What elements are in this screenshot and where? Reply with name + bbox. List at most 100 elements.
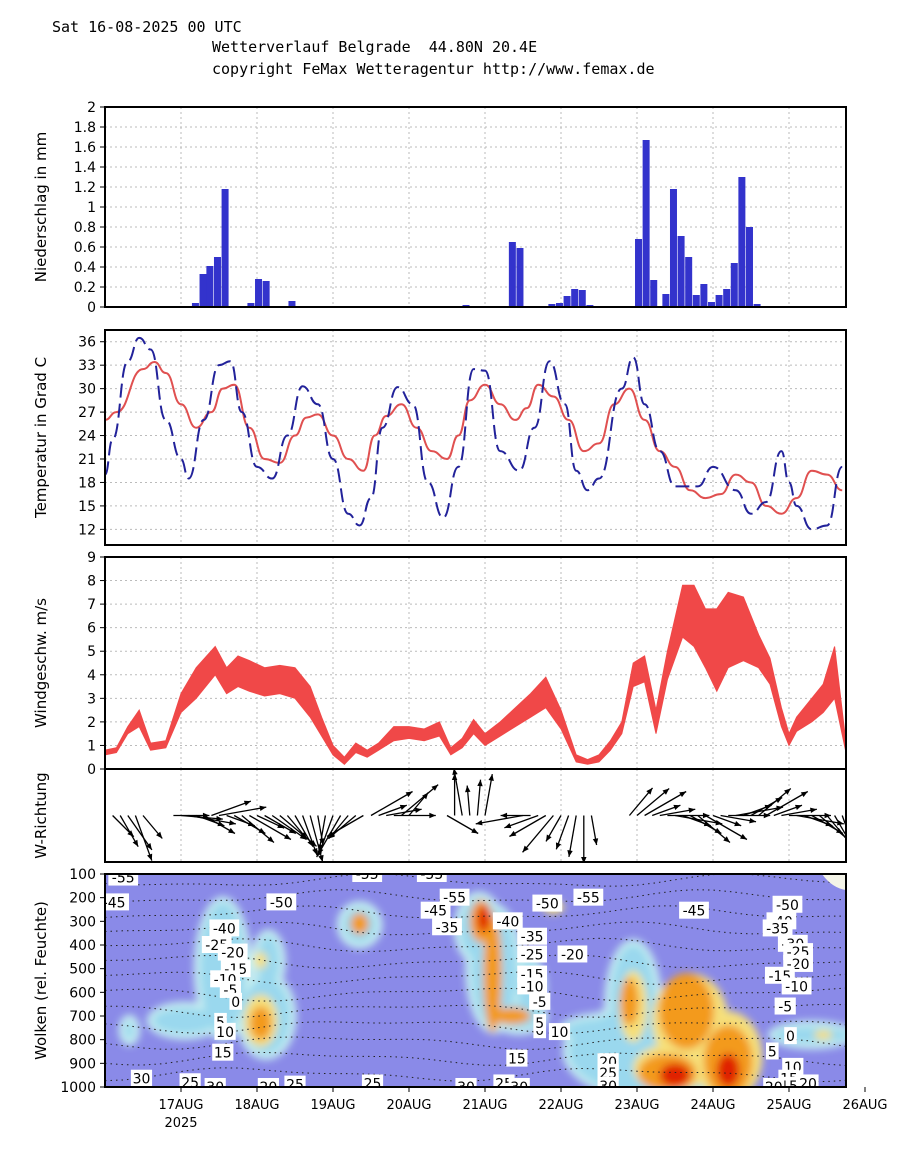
precip-y-tick: 1.4 [74, 160, 96, 176]
wind-arrow-head [316, 850, 323, 858]
precip-bar [662, 294, 670, 307]
wind-arrow-shaft [370, 790, 413, 817]
contour-label-bg [105, 893, 130, 911]
wind-arrow-head [500, 812, 508, 819]
contour-label: -55 [573, 888, 604, 907]
contour-label-bg [432, 918, 462, 936]
wind-arrow-shaft [758, 788, 792, 816]
wind-arrow [475, 814, 524, 826]
contour-label-bg [214, 1022, 236, 1040]
header-copyright: copyright FeMax Wetteragentur http://www… [212, 60, 655, 78]
contour-label: 15 [212, 1043, 234, 1062]
contour-label: 0 [229, 992, 243, 1011]
contour-label-bg [573, 888, 604, 906]
cloud-blob-red [477, 905, 490, 932]
wind-arrow-head [509, 830, 517, 837]
contour-label-bg [517, 927, 548, 945]
wind-arrow-head [258, 827, 266, 834]
precip-y-tick: 0.6 [74, 240, 96, 256]
wind-arrow-head [546, 834, 552, 842]
precip-bar [738, 177, 746, 307]
wind-y-tick: 8 [87, 574, 96, 590]
wind-arrow-head [405, 791, 413, 798]
precip-bar [753, 304, 761, 307]
wind-arrow-head [422, 792, 429, 800]
temp-frame [104, 329, 847, 546]
precip-bar [247, 303, 255, 307]
wind-arrow-head [477, 779, 483, 787]
precip-bar [578, 290, 586, 307]
wind-arrow-shaft [522, 815, 554, 853]
contour-label-bg [352, 874, 383, 882]
contour-label-bg [492, 912, 523, 930]
wind-arrow-head [259, 805, 267, 811]
wind-arrow [119, 815, 139, 848]
wind-arrow [555, 815, 570, 850]
wind-arrow-head [714, 827, 722, 834]
wind-y-tick: 5 [87, 644, 96, 660]
cloud-blob-yellow [814, 1030, 833, 1040]
contour-label: -50 [772, 895, 803, 914]
contour-label-bg [557, 945, 588, 963]
contour-label-bg [597, 1063, 619, 1081]
wind-arrow-shaft [326, 814, 364, 838]
temp-y-tick: 12 [78, 522, 96, 538]
wind-arrow [781, 807, 817, 817]
wind-arrow-shaft [249, 814, 292, 841]
wind-arrow-head [679, 791, 687, 798]
wind-arrow-shaft [453, 769, 463, 816]
contour-label-bg [517, 945, 548, 963]
wind-arrow [590, 815, 599, 846]
contour-label-bg [284, 1075, 306, 1087]
wind-arrow [581, 815, 587, 862]
contour-label-bg [420, 901, 451, 919]
contour-label: 30 [508, 1078, 530, 1087]
cloud-field: -55-45-40-25-20-15-10-5051015-50-55-55-5… [105, 871, 846, 1095]
wind-arrow [386, 807, 422, 817]
wind-arrow [452, 769, 463, 816]
contour-label-text: -55 [112, 871, 135, 887]
contour-label-text: 0 [535, 1023, 544, 1039]
wind-arrow-head [646, 787, 653, 795]
precip-bar [707, 302, 715, 307]
wind-arrow-head [288, 827, 296, 834]
contour-label: 25 [179, 1073, 201, 1091]
temp-lines [105, 336, 844, 531]
x-tick-label: 21AUG [462, 1098, 507, 1113]
x-tick-year: 2025 [164, 1116, 197, 1131]
precip-bar [213, 257, 221, 307]
wind-arrow-head [662, 788, 670, 795]
contour-label-text: -10 [521, 979, 544, 995]
contour-label: -45 [105, 893, 130, 911]
wind-arrow-head [228, 827, 235, 834]
contour-label-bg [108, 874, 139, 886]
wind-arrow [264, 814, 297, 835]
wind-arrow [509, 814, 547, 838]
precip-bar [221, 189, 229, 307]
temp-y-tick: 36 [78, 335, 96, 351]
wind-arrow-head [522, 845, 529, 853]
wind-arrow [484, 774, 494, 816]
contour-label-text: 30 [599, 1079, 617, 1095]
contour-label-bg [455, 1078, 477, 1087]
cloud-blob-orange [492, 1007, 531, 1025]
contour-label-text: -45 [683, 904, 706, 920]
contour-label-text: 15 [214, 1046, 232, 1062]
wind-arrow [758, 788, 792, 816]
contour-label: 10 [548, 1023, 571, 1041]
contour-label: 10 [214, 1022, 236, 1041]
cloud-y-tick: 600 [69, 985, 96, 1001]
wind-arrow-head [156, 831, 163, 839]
wind-y-tick: 7 [87, 597, 96, 613]
wind-arrow-head [327, 830, 334, 837]
wind-arrow-head [837, 820, 844, 826]
wind-arrow [545, 815, 562, 842]
winddir-ylabel: W-Richtung [32, 772, 50, 858]
contour-label-bg [529, 992, 551, 1010]
wind-arrow-head [581, 857, 587, 862]
contour-label: 5 [765, 1042, 779, 1061]
contour-label-text: 25 [181, 1075, 199, 1091]
cloud-corner-patch [822, 874, 846, 890]
wind-arrow-shaft [271, 814, 307, 841]
contour-label: -10 [781, 977, 812, 995]
